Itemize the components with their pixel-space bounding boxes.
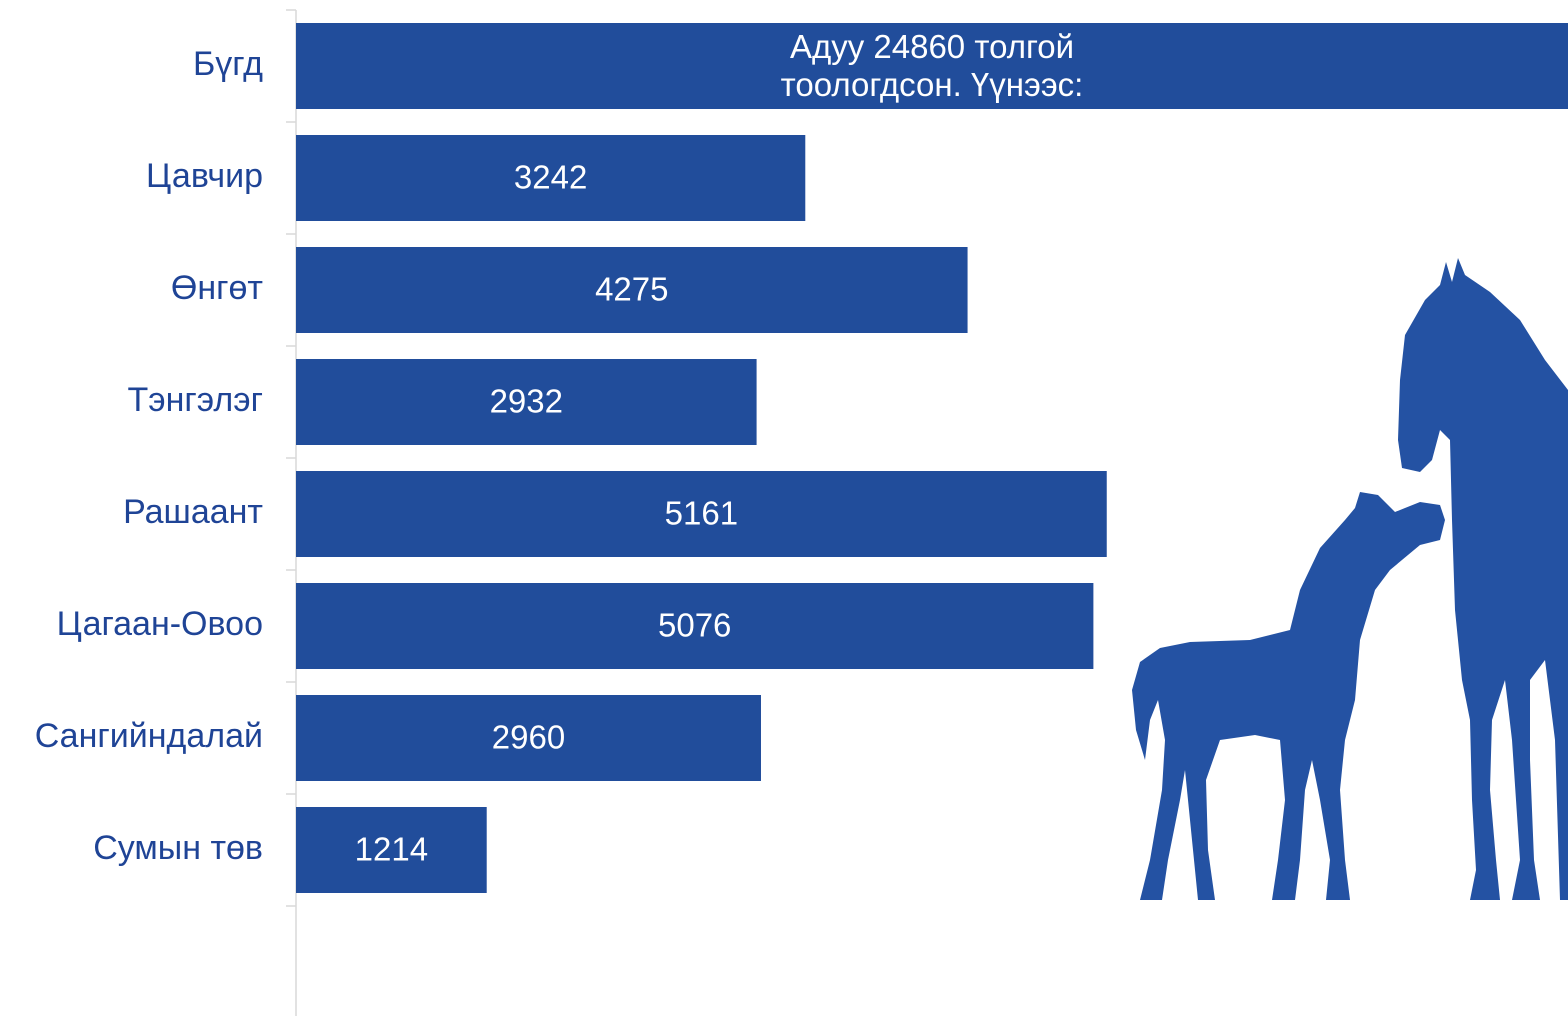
bar [296,135,806,221]
category-label: Тэнгэлэг [128,381,264,419]
category-label: Сангийндалай [35,717,263,755]
bar [296,359,757,445]
value-label: 5161 [665,495,738,532]
value-label: Адуу 24860 толгой тоологдсон. Үүнээс: [781,28,1084,103]
bar [296,247,968,333]
value-label: 2960 [492,719,565,756]
category-label: Өнгөт [171,269,263,307]
value-label: 3242 [514,159,587,196]
bar [296,583,1094,669]
value-label: 2932 [490,383,563,420]
bar [296,807,487,893]
horse-illustration [1132,258,1568,900]
bar [296,23,1568,109]
category-label: Цавчир [146,157,263,195]
category-label: Рашаант [123,493,263,531]
category-ticks [286,9,296,907]
value-label: 1214 [355,831,428,868]
bars [296,23,1568,893]
category-label: Бүгд [193,45,263,83]
value-label: 4275 [595,271,668,308]
bar [296,695,761,781]
category-label: Сумын төв [93,829,263,867]
bar [296,471,1107,557]
category-label: Цагаан-Овоо [57,605,263,643]
value-label: 5076 [658,607,731,644]
